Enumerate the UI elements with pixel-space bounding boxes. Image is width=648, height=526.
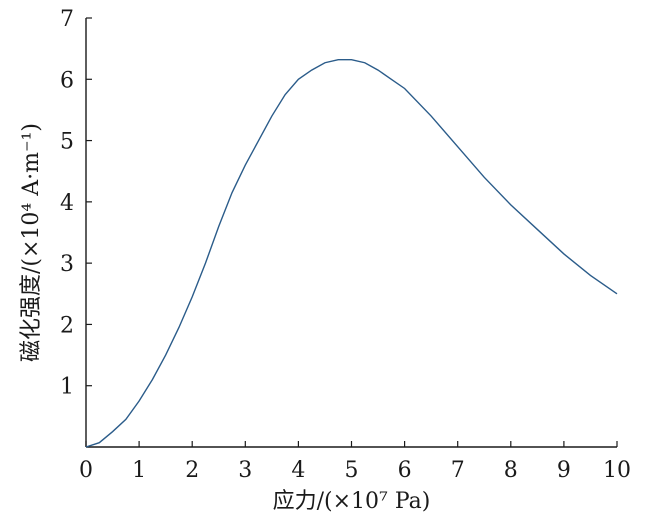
x-tick-label: 3: [238, 458, 252, 483]
x-tick-label: 4: [291, 458, 305, 483]
y-tick-label: 2: [60, 313, 74, 338]
x-axis-title: 应力/(×10⁷ Pa): [273, 489, 431, 514]
y-tick-label: 1: [60, 375, 74, 400]
x-tick-label: 8: [504, 458, 518, 483]
y-axis-title: 磁化强度/(×10⁴ A·m⁻¹): [19, 123, 44, 362]
y-axis-ticks: 1 2 3 4 5 6 7: [60, 7, 92, 400]
x-tick-label: 0: [79, 458, 93, 483]
x-tick-label: 9: [557, 458, 571, 483]
series-layer: [85, 58, 618, 448]
x-tick-label: 1: [132, 458, 146, 483]
x-tick-label: 10: [603, 458, 631, 483]
y-tick-label: 5: [60, 130, 74, 155]
y-tick-label: 4: [60, 191, 74, 216]
x-tick-label: 6: [398, 458, 412, 483]
x-tick-label: 2: [185, 458, 199, 483]
y-tick-label: 3: [60, 252, 74, 277]
y-tick-label: 7: [60, 7, 74, 32]
x-axis-ticks: 0 1 2 3 4 5 6 7 8 9 10: [79, 441, 631, 483]
x-tick-label: 7: [451, 458, 465, 483]
y-tick-label: 6: [60, 68, 74, 93]
plot-area: 0 1 2 3 4 5 6 7 8 9 10 1 2 3 4 5 6 7: [60, 7, 631, 483]
x-tick-label: 5: [345, 458, 359, 483]
series-line: [85, 58, 618, 448]
